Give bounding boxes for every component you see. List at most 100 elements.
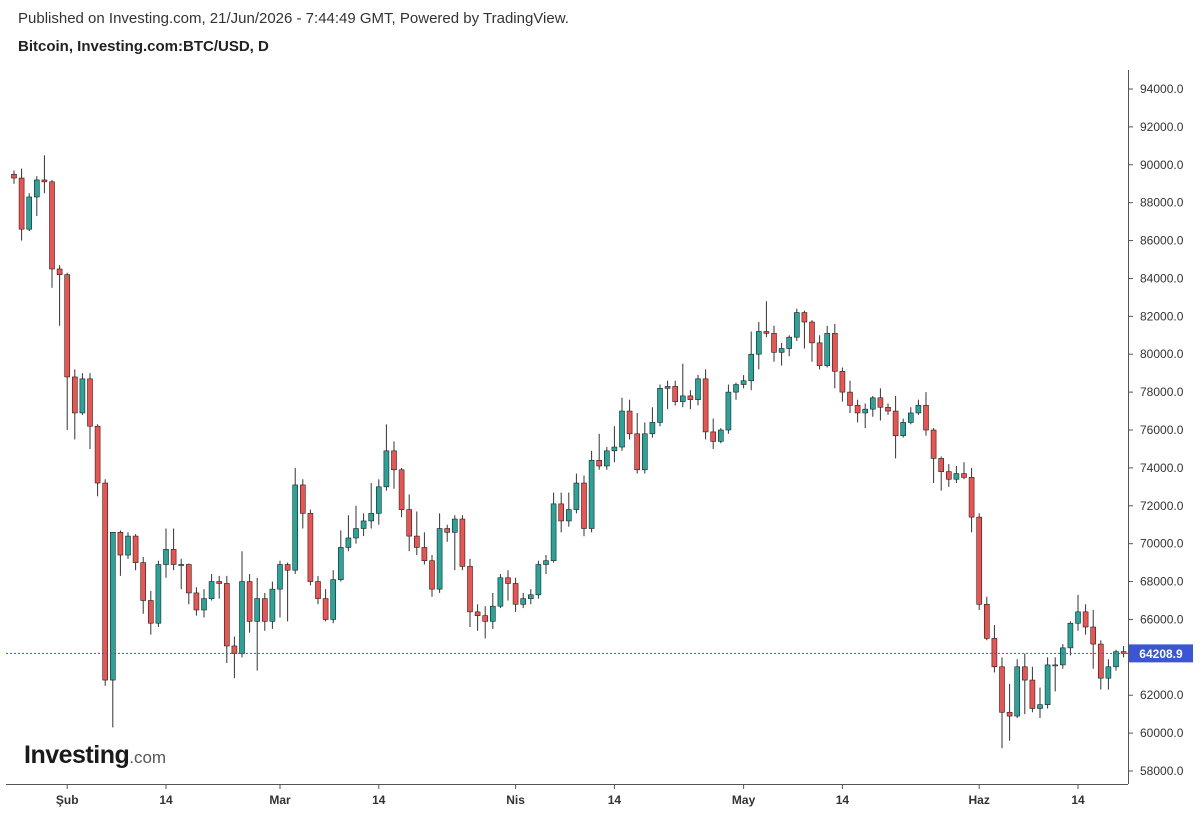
candle-body [497,577,504,607]
candle-body [1098,643,1104,679]
y-tick-label: 86000.0 [1140,234,1184,248]
candle-body [41,179,48,183]
candle-body [1060,647,1066,666]
candle-body [839,370,846,393]
candle-body [695,378,701,400]
y-tick-label: 60000.0 [1140,726,1184,740]
candle-body [201,598,207,611]
candle-body [915,405,922,414]
candle-body [710,431,717,442]
candle-body [330,579,337,620]
x-tick-label: 14 [159,793,173,807]
candle-body [930,429,937,459]
candle-body [1067,622,1074,649]
candle-body [672,386,679,402]
candle-body [505,577,511,584]
candle-body [755,331,762,355]
candle-body [862,408,869,414]
candle-body [824,333,831,366]
candle-body [79,378,86,414]
candle-body [573,482,580,510]
candle-body [1052,664,1058,667]
last-price-label: 64208.9 [1139,647,1183,661]
y-tick-label: 66000.0 [1140,612,1184,626]
candle-body [1090,626,1096,645]
candle-body [284,564,291,571]
candle-body [763,331,770,334]
candle-body [64,274,70,378]
candle-body [26,196,33,230]
candle-body [155,564,162,624]
candle-body [611,446,618,452]
candle-body [778,348,785,353]
candle-body [163,549,169,565]
x-tick-label: 14 [1071,793,1085,807]
candle-body [224,583,230,647]
candle-body [1044,664,1051,705]
candle-body [1075,611,1081,624]
candle-body [793,312,800,338]
candle-body [193,592,200,611]
y-tick-label: 80000.0 [1140,347,1184,361]
candle-body [94,425,101,484]
candle-body [444,528,451,533]
x-tick-label: Nis [506,793,525,807]
candle-body [740,380,747,385]
candle-body [467,566,473,613]
candle-body [550,503,557,562]
logo-brand: Investing [24,741,130,769]
candle-body [299,484,306,514]
candle-body [102,482,108,681]
y-tick-label: 78000.0 [1140,385,1184,399]
candle-body [125,535,131,556]
x-tick-label: Şub [56,793,79,807]
y-tick-label: 74000.0 [1140,461,1184,475]
candle-body [261,598,268,622]
candle-body [132,535,139,563]
candle-body [1037,704,1043,709]
symbol-title: Bitcoin, Investing.com:BTC/USD, D [18,38,269,55]
candle-body [702,378,709,433]
y-tick-label: 72000.0 [1140,499,1184,513]
x-tick-label: Haz [969,793,990,807]
y-tick-label: 68000.0 [1140,575,1184,589]
candle-body [983,603,990,639]
candle-body [748,353,755,382]
candle-body [482,615,489,622]
candle-body [391,450,397,471]
candle-body [1014,666,1021,717]
candle-body [527,594,534,599]
candle-body [1082,611,1089,628]
candle-body [596,460,603,467]
investing-logo: Investing.com [24,741,166,770]
candle-body [961,473,967,478]
candle-body [885,406,891,412]
y-tick-label: 84000.0 [1140,271,1184,285]
candle-body [854,405,861,414]
x-tick-label: 14 [372,793,386,807]
candle-body [87,378,93,427]
candle-body [831,333,838,372]
candle-body [869,397,876,410]
y-tick-label: 62000.0 [1140,688,1184,702]
candle-body [307,513,314,582]
x-tick-label: 14 [836,793,850,807]
candle-body [816,342,823,366]
y-tick-label: 88000.0 [1140,196,1184,210]
candle-body [459,518,466,567]
candle-body [277,564,283,590]
candle-body [603,450,610,467]
y-tick-label: 94000.0 [1140,82,1184,96]
candle-body [1105,666,1112,679]
candle-body [649,422,656,435]
published-note: Published on Investing.com, 21/Jun/2026 … [18,10,569,27]
candle-body [991,638,998,668]
x-tick-label: May [732,793,756,807]
candle-body [170,549,177,565]
candle-body [18,177,25,230]
candle-body [353,528,359,539]
candle-body [1006,711,1013,717]
candle-body [315,581,321,599]
candle-body [801,312,808,323]
